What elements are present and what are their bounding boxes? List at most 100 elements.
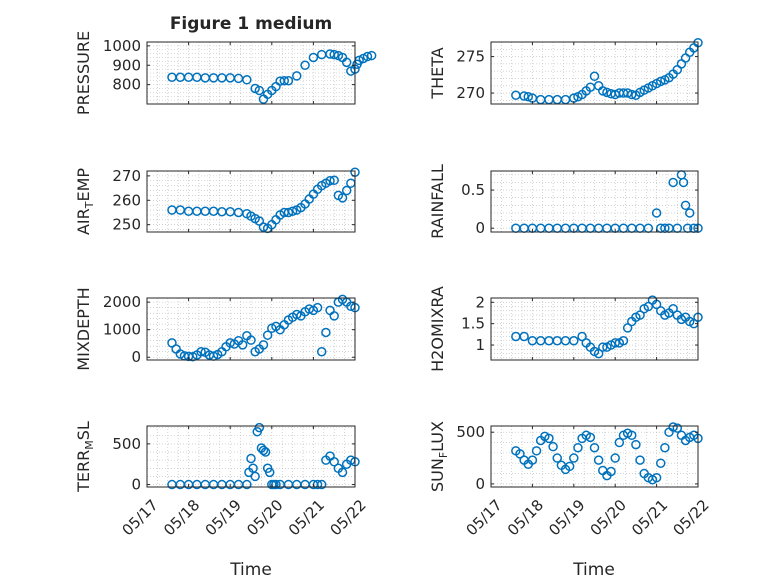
data-point <box>627 430 637 441</box>
data-point <box>610 453 620 463</box>
y-tick-label: 0.5 <box>461 181 485 199</box>
data-point <box>651 208 662 218</box>
data-point <box>614 437 625 448</box>
x-tick-label: 05/18 <box>504 496 547 539</box>
data-point <box>258 445 269 456</box>
data-point <box>341 57 352 68</box>
data-point <box>192 72 202 83</box>
data-point <box>598 342 608 352</box>
y-tick-label: 1 <box>475 336 485 354</box>
data-point <box>598 86 608 96</box>
data-point <box>598 465 608 476</box>
data-point <box>246 335 256 345</box>
data-point <box>183 72 194 83</box>
data-point <box>535 94 546 105</box>
data-point <box>225 206 235 217</box>
data-point <box>346 178 356 188</box>
data-point <box>560 336 571 346</box>
data-point <box>246 453 256 464</box>
data-point <box>655 458 666 468</box>
subplot-6: 1 1.5 2 H2OMIXRA <box>428 286 703 372</box>
data-point <box>329 311 339 321</box>
y-axis-label: SUNFLUX <box>428 421 450 492</box>
data-point <box>362 51 373 62</box>
data-point <box>651 472 662 483</box>
data-point <box>519 331 529 342</box>
data-point <box>329 457 339 467</box>
data-point <box>527 455 538 465</box>
data-point <box>300 60 310 70</box>
x-tick-label: 05/22 <box>669 496 712 539</box>
axes-box <box>146 170 356 233</box>
axes-box <box>146 41 356 105</box>
data-point <box>316 346 327 357</box>
y-tick-label: 500 <box>456 423 485 441</box>
data-point <box>602 223 612 233</box>
y-tick-label: 1000 <box>103 321 141 339</box>
axes-box <box>146 297 356 361</box>
data-point <box>325 176 335 186</box>
axes-box <box>490 170 699 233</box>
data-point <box>606 466 616 477</box>
data-point <box>668 177 678 188</box>
data-point <box>643 301 654 312</box>
data-point <box>680 200 691 211</box>
figure-title: Figure 1 medium <box>170 14 332 34</box>
data-point <box>321 327 331 338</box>
data-point <box>589 442 600 453</box>
data-point <box>523 91 534 102</box>
data-point <box>660 442 670 453</box>
data-point <box>242 75 252 85</box>
data-point <box>577 331 587 342</box>
data-point <box>511 90 521 100</box>
data-point <box>573 442 583 453</box>
data-point <box>337 193 348 203</box>
data-point <box>258 340 269 350</box>
data-point <box>602 87 612 98</box>
data-point <box>258 222 269 232</box>
data-point <box>196 346 206 357</box>
data-point <box>535 336 546 346</box>
data-point <box>531 446 542 456</box>
data-point <box>337 467 348 478</box>
x-tick-label: 05/17 <box>462 496 505 539</box>
data-point <box>233 73 244 84</box>
y-tick-label: 270 <box>456 84 485 102</box>
axes-box <box>146 425 356 488</box>
data-point <box>618 336 629 346</box>
data-point <box>200 206 210 217</box>
data-point <box>167 72 177 83</box>
data-point <box>217 73 227 83</box>
data-point <box>569 453 579 463</box>
y-axis-label: H2OMIXRA <box>428 286 447 372</box>
data-point <box>631 439 641 450</box>
data-point <box>250 471 260 482</box>
data-point <box>292 71 302 81</box>
data-point <box>175 72 186 83</box>
axes-box <box>490 425 699 488</box>
subplot-3: 250 260 270 AIRTEMP <box>74 167 360 235</box>
y-tick-label: 275 <box>456 48 485 66</box>
subplot-4: 0 0.5 RAINFALL <box>428 164 703 239</box>
x-tick-label: 05/19 <box>545 496 588 539</box>
y-axis-label: RAINFALL <box>428 164 447 239</box>
y-axis-label: MIXDEPTH <box>74 287 93 370</box>
y-tick-label: 1000 <box>103 37 141 55</box>
data-point <box>635 310 645 320</box>
data-point <box>544 433 554 444</box>
data-point <box>233 207 244 218</box>
data-point <box>264 467 275 478</box>
data-point <box>192 206 202 217</box>
data-point <box>366 50 377 61</box>
data-point <box>262 330 273 340</box>
data-point <box>635 223 645 233</box>
y-tick-label: 1.5 <box>461 315 485 333</box>
data-point <box>341 185 352 196</box>
data-point <box>237 340 248 350</box>
axes-box <box>490 297 699 361</box>
data-point <box>676 430 687 441</box>
y-tick-label: 500 <box>112 435 141 453</box>
data-point <box>668 422 678 432</box>
